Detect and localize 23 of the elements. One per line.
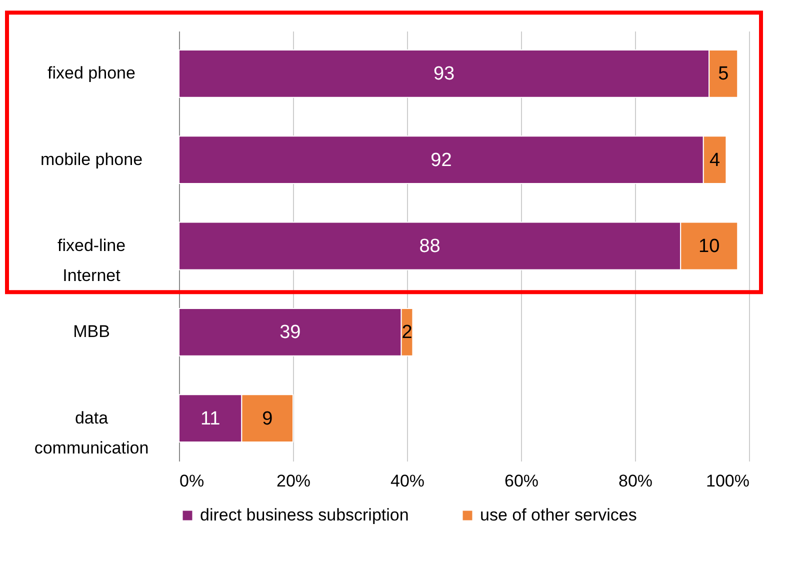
- data-label: 10: [698, 236, 720, 257]
- data-label: 9: [262, 408, 273, 430]
- data-label: 93: [433, 64, 455, 85]
- data-label: 88: [419, 236, 440, 257]
- data-label: 4: [710, 150, 721, 171]
- data-label: 5: [718, 64, 729, 85]
- y-tick-label: MBB: [73, 322, 110, 342]
- y-tick-label: fixed phone: [48, 64, 136, 83]
- x-tick-label: 40%: [390, 472, 425, 490]
- x-tick-label: 100%: [706, 472, 750, 490]
- x-tick-label: 20%: [276, 472, 311, 490]
- x-tick-label: 80%: [618, 472, 653, 490]
- data-label: 2: [402, 322, 412, 344]
- x-tick-label: 0%: [180, 472, 204, 490]
- data-label: 92: [430, 150, 452, 171]
- y-tick-label: data communication: [34, 408, 149, 458]
- data-label: 11: [200, 408, 220, 430]
- legend-label: use of other services: [480, 506, 637, 525]
- x-tick-label: 60%: [504, 472, 539, 490]
- legend-label: direct business subscription: [200, 506, 409, 525]
- y-tick-label: fixed-line Internet: [57, 236, 126, 285]
- data-label: 39: [280, 322, 301, 344]
- y-tick-label: mobile phone: [40, 150, 143, 169]
